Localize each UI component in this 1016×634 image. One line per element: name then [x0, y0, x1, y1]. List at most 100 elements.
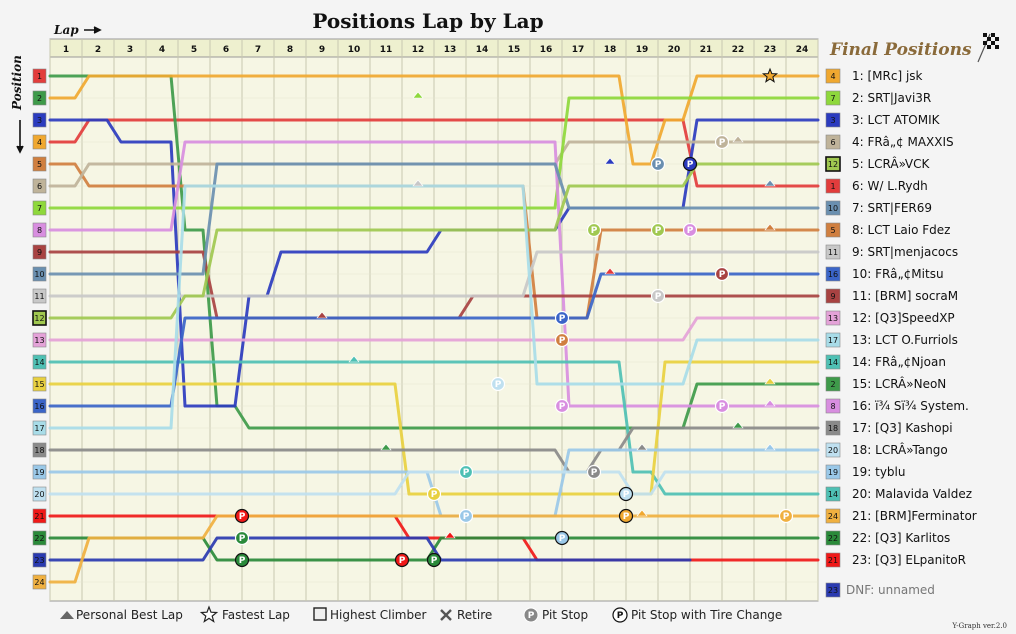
- final-position-row: 12 5: LCRÂ»VCK: [825, 156, 931, 172]
- final-position-row: 2 15: LCRÂ»NeoN: [825, 376, 946, 392]
- final-grid-label: 12: [828, 160, 838, 169]
- final-grid-swatch: [825, 508, 841, 524]
- final-grid-label: 7: [830, 94, 835, 103]
- svg-text:P: P: [431, 556, 438, 566]
- pit-stop-tire-marker: P: [234, 552, 250, 568]
- final-grid-label: 1: [830, 182, 835, 191]
- final-driver-name: 21: [BRM]Ferminator: [852, 509, 977, 523]
- final-position-row: 24 21: [BRM]Ferminator: [825, 508, 977, 524]
- legend-item-label: Fastest Lap: [222, 608, 290, 622]
- final-grid-swatch: [825, 266, 841, 282]
- lap-tick-label: 11: [380, 45, 393, 55]
- personal-best-marker: [412, 179, 424, 187]
- start-position-label: 17: [34, 424, 44, 433]
- final-position-row: 5 8: LCT Laio Fdez: [825, 222, 950, 238]
- series-line-grid-4: [48, 74, 820, 166]
- final-position-row: 20 18: LCRÂ»Tango: [825, 442, 948, 458]
- svg-text:P: P: [591, 226, 598, 236]
- start-box-swatch: [32, 266, 47, 282]
- pit-tire-icon-glyph: P: [617, 611, 624, 621]
- position-axis-label: Position: [10, 55, 24, 154]
- pit-stop-marker: P: [778, 508, 794, 524]
- start-position-box: 7: [32, 200, 47, 216]
- final-driver-name: 18: LCRÂ»Tango: [852, 442, 948, 457]
- final-position-row: 18 17: [Q3] Kashopi: [825, 420, 953, 436]
- start-box-swatch: [32, 332, 47, 348]
- start-position-box: 3: [32, 112, 47, 128]
- start-position-box: 21: [32, 508, 47, 524]
- lap-tick-label: 1: [63, 45, 69, 55]
- start-box-swatch: [32, 376, 47, 392]
- svg-text:P: P: [559, 314, 566, 324]
- pit-stop-tire-marker: P: [234, 508, 250, 524]
- final-grid-label: 6: [830, 138, 835, 147]
- pit-stop-marker: P: [458, 464, 474, 480]
- pit-stop-marker: P: [554, 310, 570, 326]
- start-box-swatch: [32, 354, 47, 370]
- start-position-box: 9: [32, 244, 47, 260]
- final-grid-swatch: [825, 464, 841, 480]
- final-grid-swatch: [825, 486, 841, 502]
- svg-text:P: P: [687, 160, 694, 170]
- start-position-box: 22: [32, 530, 47, 546]
- final-grid-swatch: [825, 530, 841, 546]
- final-position-row: 8 16: ï¾ Sï¾ System.: [825, 398, 969, 414]
- series-line-grid-17: [48, 184, 820, 430]
- pit-stop-marker: P: [586, 222, 602, 238]
- svg-text:P: P: [591, 468, 598, 478]
- final-position-row: 9 11: [BRM] socraM: [825, 288, 958, 304]
- chart-title: Positions Lap by Lap: [312, 9, 543, 33]
- final-grid-swatch: [825, 376, 841, 392]
- svg-text:P: P: [463, 468, 470, 478]
- svg-text:P: P: [623, 512, 630, 522]
- start-position-box: 16: [32, 398, 47, 414]
- final-driver-name: 20: Malavida Valdez: [852, 487, 972, 501]
- final-grid-swatch: [825, 112, 841, 128]
- version-label: Y-Graph ver.2.0: [951, 622, 1007, 630]
- final-positions-title: Final Positions: [829, 40, 972, 60]
- checkered-flag-icon: [977, 33, 999, 63]
- svg-text:P: P: [495, 380, 502, 390]
- lap-tick-label: 9: [319, 45, 325, 55]
- final-grid-label: 18: [828, 424, 838, 433]
- start-box-swatch: [32, 508, 47, 524]
- final-grid-swatch: [825, 420, 841, 436]
- start-box-swatch: [32, 68, 47, 84]
- lap-tick-label: 5: [191, 45, 197, 55]
- svg-text:P: P: [239, 534, 246, 544]
- dnf-driver-name: DNF: unnamed: [846, 583, 935, 597]
- svg-text:P: P: [623, 490, 630, 500]
- lap-tick-label: 17: [572, 45, 585, 55]
- final-grid-swatch: [825, 398, 841, 414]
- final-driver-name: 10: FRâ„¢Mitsu: [852, 267, 944, 281]
- personal-best-marker: [764, 179, 776, 187]
- lap-tick-label: 24: [796, 45, 809, 55]
- final-grid-label: 16: [828, 270, 838, 279]
- final-grid-label: 11: [828, 248, 838, 257]
- start-position-box: 11: [32, 288, 47, 304]
- start-position-label: 8: [37, 226, 42, 235]
- svg-text:P: P: [239, 556, 246, 566]
- start-box-swatch: [32, 310, 47, 326]
- final-driver-name: 8: LCT Laio Fdez: [852, 223, 950, 237]
- start-position-label: 6: [37, 182, 42, 191]
- dnf-grid-label: 23: [828, 586, 838, 595]
- lap-tick-label: 12: [412, 45, 425, 55]
- final-driver-name: 9: SRT|menjacocs: [852, 245, 958, 259]
- final-grid-label: 9: [830, 292, 835, 301]
- final-position-row: 11 9: SRT|menjacocs: [825, 244, 958, 260]
- svg-text:P: P: [559, 402, 566, 412]
- final-driver-name: 23: [Q3] ELpanitoR: [852, 553, 966, 567]
- final-driver-name: 22: [Q3] Karlitos: [852, 531, 950, 545]
- start-position-label: 2: [37, 94, 42, 103]
- final-grid-swatch: [825, 244, 841, 260]
- start-position-label: 5: [37, 160, 42, 169]
- start-position-label: 22: [34, 534, 44, 543]
- lap-tick-label: 19: [636, 45, 649, 55]
- start-box-swatch: [32, 288, 47, 304]
- final-position-row: 3 3: LCT ATOMIK: [825, 112, 941, 128]
- svg-text:P: P: [463, 512, 470, 522]
- start-position-label: 24: [34, 578, 44, 587]
- final-grid-swatch: [825, 310, 841, 326]
